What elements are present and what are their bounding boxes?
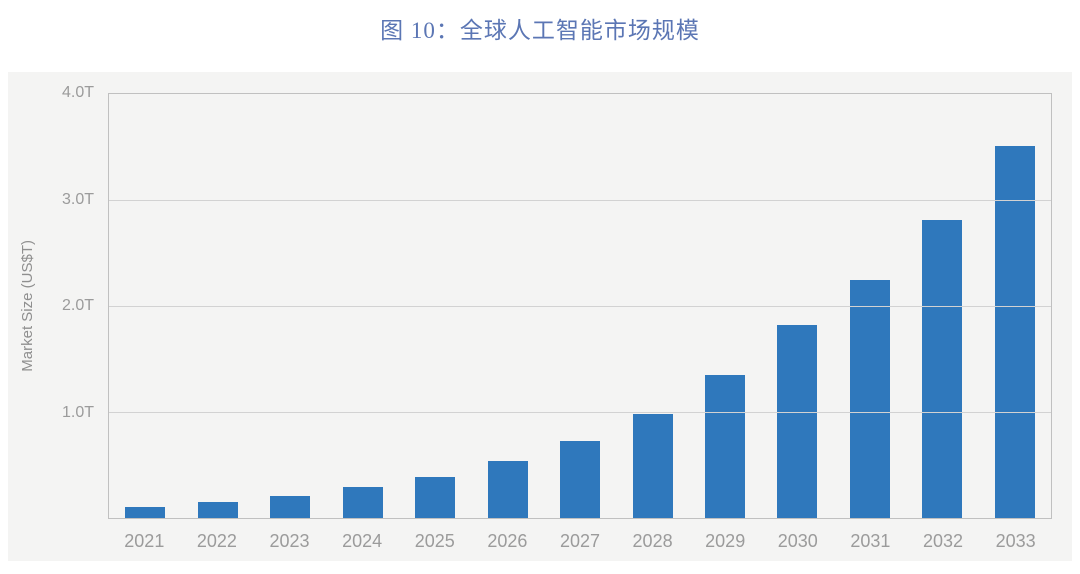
x-tick-label-2022: 2022 xyxy=(196,531,237,551)
bar-slot-2027 xyxy=(544,94,616,518)
y-tick-label-1.0T: 1.0T xyxy=(61,403,94,421)
x-tick-label-2031: 2031 xyxy=(850,531,891,551)
y-tick-label-4.0T: 4.0T xyxy=(61,84,94,101)
bar-2026 xyxy=(487,460,528,518)
x-tick-label-2023: 2023 xyxy=(269,531,310,551)
bar-slot-2028 xyxy=(616,94,688,518)
gridline-2.0T xyxy=(109,306,1051,307)
bar-2032 xyxy=(922,220,963,518)
x-tick-label-2030: 2030 xyxy=(777,531,818,551)
gridline-3.0T xyxy=(109,200,1051,201)
bar-slot-2032 xyxy=(906,94,978,518)
chart-panel: Market Size (US$T) 4.0T 3.0T 2.0T 1.0T 2021… xyxy=(8,72,1072,561)
plot-area xyxy=(108,93,1052,519)
gridline-1.0T xyxy=(109,412,1051,413)
x-tick-label-2026: 2026 xyxy=(487,531,528,551)
bar-slot-2022 xyxy=(181,94,253,518)
bar-2024 xyxy=(342,487,383,518)
bar-slot-2033 xyxy=(979,94,1051,518)
x-tick-label-2032: 2032 xyxy=(922,531,964,551)
bar-2027 xyxy=(560,440,601,518)
x-tick-label-2021: 2021 xyxy=(124,531,165,551)
bar-2021 xyxy=(125,507,166,518)
bar-2025 xyxy=(415,476,456,518)
bar-slot-2030 xyxy=(761,94,833,518)
x-axis-labels: 2021 2022 2023 2024 2025 2026 2027 2028 2029 2030… xyxy=(108,531,1052,552)
y-axis-ticks: 4.0T 3.0T 2.0T 1.0T xyxy=(8,84,101,519)
bar-slot-2024 xyxy=(326,94,398,518)
bar-2031 xyxy=(849,279,890,518)
x-tick-label-2025: 2025 xyxy=(414,531,455,551)
bar-slot-2031 xyxy=(834,94,906,518)
bars xyxy=(109,94,1051,518)
bar-2028 xyxy=(632,414,673,518)
y-tick-label-2.0T: 2.0T xyxy=(61,297,94,314)
bar-2030 xyxy=(777,325,818,518)
x-tick-label-2024: 2024 xyxy=(342,531,383,551)
bar-slot-2029 xyxy=(689,94,761,518)
x-tick-label-2029: 2029 xyxy=(705,531,746,551)
bar-2029 xyxy=(704,374,745,518)
bar-2022 xyxy=(197,502,238,518)
bar-slot-2025 xyxy=(399,94,471,518)
x-tick-label-2033: 2033 xyxy=(995,531,1036,551)
figure-title: 图 10：全球人工智能市场规模 xyxy=(380,18,700,43)
bar-slot-2023 xyxy=(254,94,326,518)
bar-slot-2026 xyxy=(471,94,543,518)
x-tick-label-2028: 2028 xyxy=(632,531,673,551)
bar-2033 xyxy=(994,145,1035,518)
bar-2023 xyxy=(270,495,311,518)
x-tick-label-2027: 2027 xyxy=(559,531,600,551)
bar-slot-2021 xyxy=(109,94,181,518)
y-tick-label-3.0T: 3.0T xyxy=(61,190,94,208)
